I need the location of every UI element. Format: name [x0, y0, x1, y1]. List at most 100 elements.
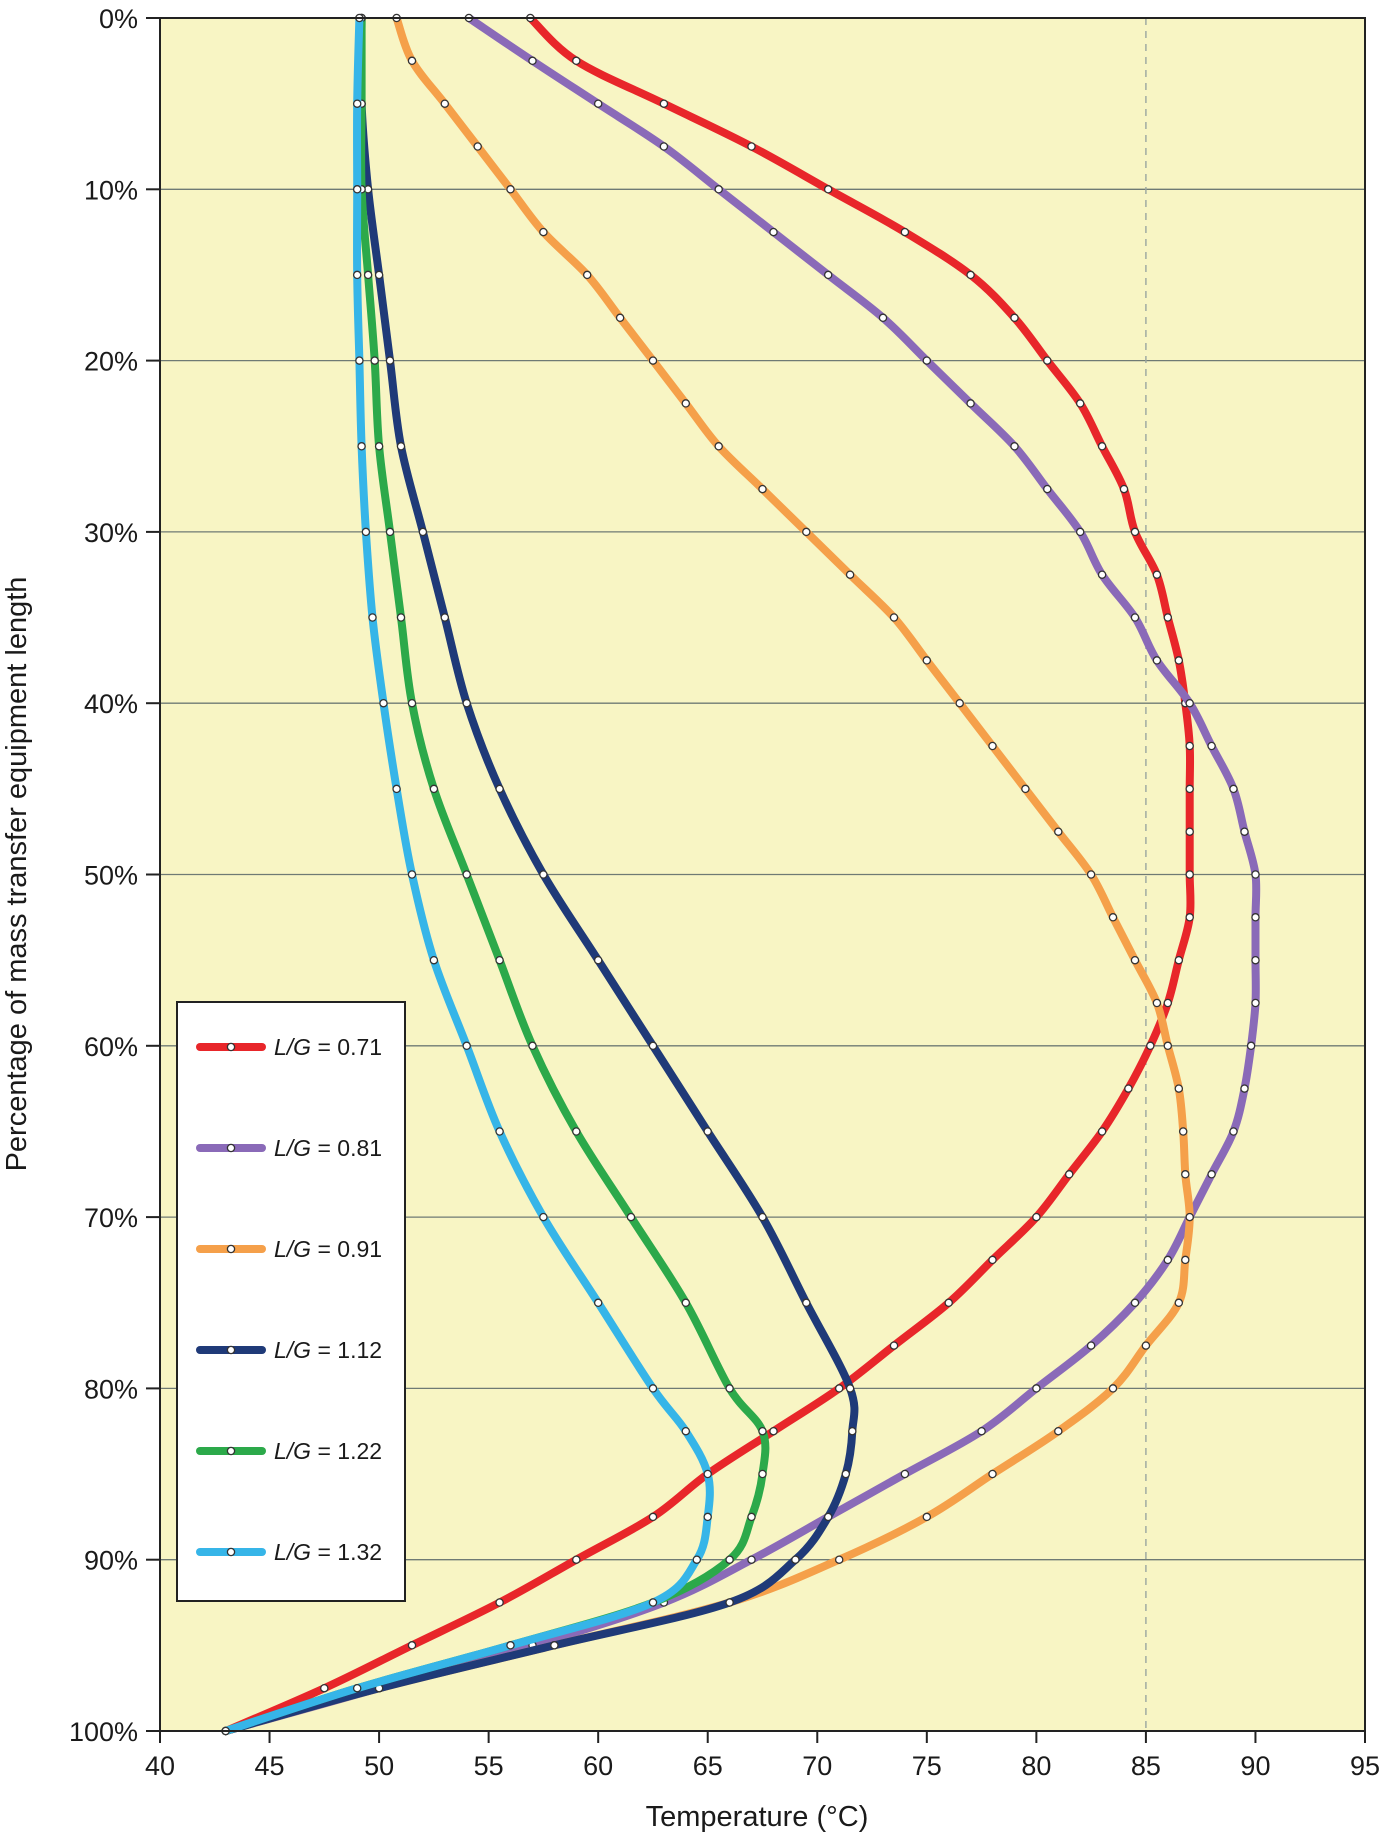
series-2: [221, 13, 1261, 1736]
data-point: [1174, 1084, 1184, 1093]
data-point: [1185, 741, 1194, 751]
data-point: [648, 356, 658, 365]
data-point: [769, 1426, 778, 1436]
data-point: [703, 1512, 712, 1522]
series-lines: [221, 13, 1261, 1736]
data-point: [392, 784, 401, 794]
data-point: [462, 1041, 471, 1051]
data-point: [681, 1426, 691, 1436]
data-point: [1181, 1170, 1190, 1179]
data-point: [1163, 1041, 1173, 1051]
data-point: [1032, 1212, 1041, 1222]
data-point: [440, 99, 450, 108]
data-point: [1010, 442, 1019, 451]
data-point: [352, 185, 362, 194]
data-point: [747, 1512, 756, 1522]
data-point: [1130, 527, 1140, 537]
data-point: [1251, 998, 1260, 1008]
data-point: [495, 1127, 504, 1136]
data-point: [355, 356, 364, 365]
data-point: [878, 313, 888, 323]
legend: L/G = 0.71 L/G = 0.81 L/G = 0.91 L/G = 1.12…: [176, 1001, 406, 1602]
y-tick-label: 50%: [84, 861, 138, 891]
data-point: [955, 698, 964, 708]
x-tick-label: 60: [583, 1751, 613, 1781]
data-point: [1240, 827, 1249, 836]
data-point: [462, 698, 471, 708]
data-point: [352, 1683, 362, 1693]
data-point: [747, 1555, 756, 1564]
y-tick-label: 30%: [84, 518, 138, 548]
x-tick-label: 85: [1131, 1751, 1161, 1781]
x-tick-label: 95: [1350, 1751, 1380, 1781]
data-point: [593, 99, 603, 108]
data-point: [1185, 827, 1194, 836]
data-point: [539, 870, 548, 879]
data-point: [692, 1555, 702, 1564]
data-point: [1108, 913, 1118, 922]
data-point: [1185, 913, 1194, 922]
data-point: [714, 185, 723, 194]
data-point: [889, 1341, 899, 1350]
data-point: [988, 1469, 997, 1479]
legend-label: L/G = 0.81: [274, 1135, 382, 1161]
data-point: [1086, 1341, 1096, 1350]
data-point: [922, 1512, 932, 1522]
data-point: [1141, 1341, 1151, 1350]
data-point: [747, 142, 756, 151]
y-axis-ticks: 0% 10% 20% 30% 40% 50% 60% 70% 80% 90% 100%: [69, 4, 160, 1747]
data-point: [320, 1683, 329, 1693]
y-tick-label: 10%: [84, 175, 138, 205]
x-tick-label: 65: [693, 1751, 723, 1781]
x-tick-label: 55: [474, 1751, 504, 1781]
legend-label: L/G = 0.71: [274, 1034, 382, 1060]
data-point: [1152, 998, 1162, 1008]
data-point: [1032, 1384, 1041, 1393]
data-point: [528, 56, 537, 66]
data-point: [429, 784, 439, 794]
data-point: [1124, 1084, 1133, 1093]
data-point: [1251, 955, 1260, 965]
data-point: [1251, 913, 1260, 922]
data-point: [593, 955, 603, 965]
data-point: [648, 1384, 658, 1393]
data-point: [834, 1384, 844, 1393]
series-6: [221, 13, 714, 1736]
data-point: [1152, 656, 1162, 665]
data-point: [1043, 484, 1052, 494]
data-point: [357, 442, 366, 451]
data-point: [440, 613, 450, 622]
data-point: [1152, 570, 1162, 579]
data-point: [1163, 998, 1173, 1008]
data-point: [714, 442, 723, 451]
data-point: [922, 356, 932, 365]
data-point: [659, 142, 669, 151]
legend-label: L/G = 0.91: [274, 1236, 382, 1262]
data-point: [1163, 1255, 1173, 1265]
data-point: [528, 1041, 537, 1051]
data-point: [725, 1598, 734, 1607]
x-tick-label: 90: [1240, 1751, 1270, 1781]
data-point: [572, 1555, 581, 1564]
data-point: [1054, 827, 1063, 836]
legend-entry: L/G = 0.71: [196, 1034, 382, 1060]
data-point: [374, 442, 384, 451]
data-point: [823, 270, 833, 280]
data-point: [539, 1212, 548, 1222]
legend-marker: [226, 1446, 236, 1456]
data-point: [1174, 955, 1184, 965]
legend-entry: L/G = 0.91: [196, 1236, 382, 1262]
data-point: [396, 613, 406, 622]
data-point: [1086, 870, 1096, 879]
data-point: [966, 399, 975, 408]
x-axis-ticks: 40 45 50 55 60 65 70 75 80 85 90 95: [145, 1731, 1380, 1781]
data-point: [407, 56, 417, 66]
data-point: [648, 1041, 658, 1051]
data-point: [1130, 1298, 1140, 1308]
legend-marker: [226, 1345, 236, 1355]
data-point: [1021, 784, 1030, 794]
data-point: [593, 1298, 603, 1308]
y-tick-label: 100%: [69, 1717, 138, 1747]
data-point: [385, 356, 395, 365]
data-point: [769, 227, 778, 237]
